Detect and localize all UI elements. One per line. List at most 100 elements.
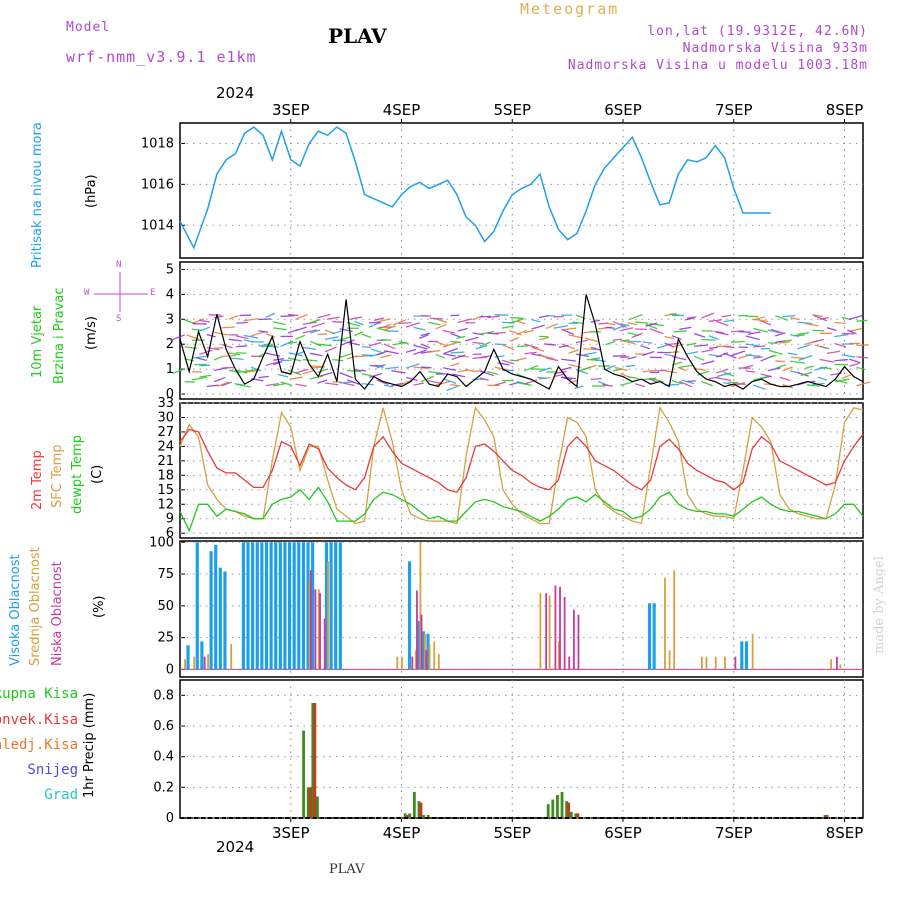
wind-barb	[258, 330, 269, 333]
cloud-bar-1-8	[401, 656, 403, 670]
wind-barb	[708, 335, 719, 341]
panel-frame-4	[179, 679, 864, 819]
cloud-bar-0-29	[421, 631, 425, 670]
wind-barb	[392, 319, 407, 326]
wind-barb	[834, 342, 847, 348]
wind-barb	[546, 314, 556, 317]
wind-barb	[442, 367, 457, 371]
wind-barb	[302, 369, 315, 375]
wind-barb	[693, 332, 706, 338]
wind-barb	[191, 355, 207, 359]
temp-ytick-7: 27	[157, 425, 174, 440]
wind-barb	[782, 339, 792, 342]
wind-barb	[686, 351, 699, 355]
wind-barb	[819, 366, 832, 370]
wind-barb	[779, 376, 791, 381]
wind-barb	[442, 353, 456, 357]
cloud-bar-0-19	[297, 542, 301, 670]
cloud-ytick-0: 0	[166, 662, 174, 677]
wind-barb	[856, 366, 866, 371]
precip-label-frozen: Zaledj.Kisa	[0, 737, 78, 753]
wind-barb	[213, 376, 226, 383]
wind-barb	[627, 376, 639, 380]
wind-barb	[848, 314, 864, 320]
wind-barb	[405, 363, 420, 369]
wind-barb	[583, 351, 597, 356]
wind-barb	[713, 330, 724, 334]
cloud-bar-2-9	[545, 593, 548, 670]
wind-barb	[516, 320, 526, 325]
wind-barb	[295, 383, 307, 387]
wind-barb	[568, 349, 580, 354]
cloud-bar-2-0	[203, 656, 206, 670]
wind-barb	[620, 339, 636, 345]
wind-barb	[612, 368, 622, 372]
wind-barb	[369, 372, 382, 379]
cloud-bar-0-9	[251, 542, 255, 670]
wind-barb	[251, 355, 263, 358]
wind-barb	[326, 316, 340, 320]
cloud-bar-0-32	[652, 603, 656, 670]
wind-barb	[405, 322, 420, 328]
wind-barb	[834, 321, 846, 325]
wind-barb	[743, 364, 754, 369]
wind-barb	[435, 380, 450, 386]
wind-barb	[339, 352, 353, 359]
cloud-bar-0-33	[740, 641, 744, 670]
wind-barb	[602, 383, 613, 387]
wind-barb	[590, 346, 601, 351]
compass-e: E	[150, 288, 156, 298]
temp-ytick-1: 9	[166, 512, 174, 527]
model-elevation-label: Nadmorska Visina u modelu 1003.18m	[567, 58, 868, 73]
wind-barb	[723, 345, 735, 349]
wind-barb	[317, 368, 329, 374]
wind-barb	[378, 326, 392, 329]
wind-barb	[717, 372, 732, 378]
wind-barb	[280, 381, 293, 387]
wind-barb	[531, 353, 541, 357]
wind-barb	[302, 358, 318, 362]
day-label-top-7SEP: 7SEP	[715, 101, 753, 119]
day-label-bottom-7SEP: 7SEP	[715, 824, 753, 842]
wind-barb	[354, 331, 364, 337]
wind-barb	[370, 348, 385, 354]
wind-barb	[332, 330, 343, 335]
wind-barb	[236, 352, 247, 354]
cloud-bar-0-12	[264, 542, 269, 670]
cloud-bar-1-18	[664, 577, 666, 670]
wind-barb	[686, 316, 697, 319]
wind-barb	[258, 375, 269, 379]
cloud-bar-0-0	[186, 645, 190, 670]
wind-barb	[206, 347, 220, 351]
wind-barb	[779, 341, 791, 344]
wind-barb	[354, 369, 367, 372]
cloud-bar-0-7	[241, 542, 245, 670]
wind-barb	[849, 327, 863, 333]
wind-barb	[265, 383, 279, 387]
cloud-ytick-3: 75	[157, 567, 174, 582]
precip-bar-0-0	[302, 730, 306, 818]
cloud-high-label: Visoka Oblacnost	[8, 554, 23, 666]
wind-barb	[708, 319, 722, 322]
panel-frame-1	[179, 261, 864, 400]
wind-barb	[568, 334, 583, 339]
precip-bar-1-0	[308, 787, 312, 818]
panel-frame-2	[179, 402, 864, 539]
wind-barb	[287, 313, 299, 317]
cloud-bar-0-18	[292, 542, 296, 670]
wind-barb	[694, 344, 708, 347]
cloud-unit-label: (%)	[92, 595, 107, 619]
cloud-bar-2-4	[323, 618, 326, 670]
wind-barb	[332, 320, 343, 323]
wind-barb	[516, 329, 527, 336]
wind-barb	[753, 318, 769, 323]
wind-barb	[343, 382, 355, 387]
wind-barb	[767, 354, 777, 359]
wind-barb	[446, 385, 459, 392]
lonlat-label: lon,lat (19.9312E, 42.6N)	[647, 24, 868, 39]
credit-watermark: made by Angel	[872, 556, 887, 654]
wind-barb	[797, 344, 811, 350]
wind-barb	[277, 373, 289, 378]
cloud-bar-1-17	[557, 641, 560, 670]
wind-barb	[524, 343, 539, 349]
